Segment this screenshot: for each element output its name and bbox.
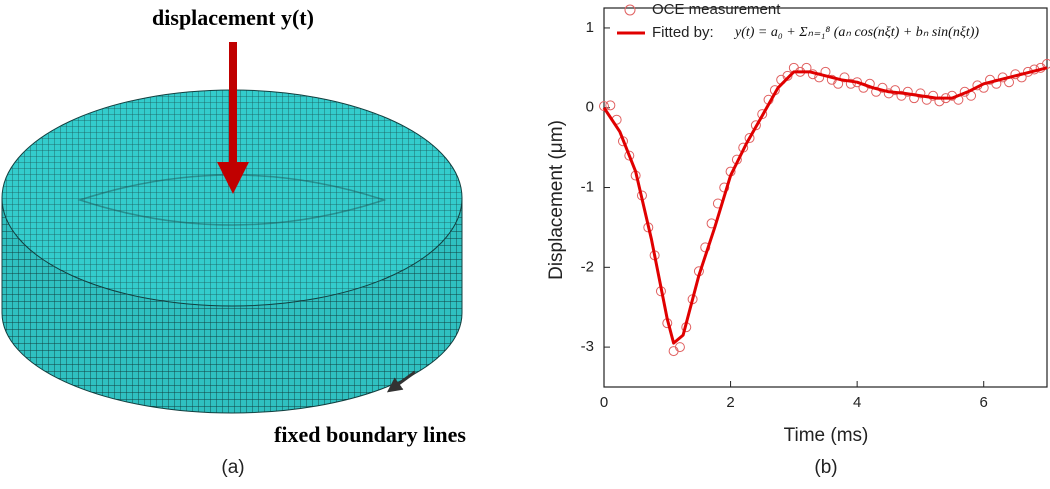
boundary-arrow: [386, 370, 416, 393]
chart: Time (ms) Displacement (μm) (b): [546, 7, 1048, 478]
data-point: [890, 85, 901, 96]
data-point: [668, 346, 679, 357]
caption: (b): [814, 457, 837, 478]
legend-label: Fitted by:: [652, 24, 714, 41]
x-tick-label: 0: [600, 394, 608, 411]
plot-frame: [603, 7, 1048, 388]
legend-formula: y(t) = a₀ + Σₙ₌₁⁸ (aₙ cos(nξt) + bₙ sin(…: [733, 25, 979, 40]
legend-label: OCE measurement: [652, 1, 781, 18]
data-point: [624, 150, 635, 161]
data-point: [839, 72, 850, 83]
legend-marker: [624, 4, 636, 16]
data-point: [744, 133, 755, 144]
y-tick-label: -3: [581, 338, 594, 355]
x-tick-label: 6: [980, 394, 988, 411]
data-point: [605, 100, 616, 111]
y-tick-label: -2: [581, 258, 594, 275]
x-tick-label: 2: [726, 394, 734, 411]
y-tick-label: 0: [586, 99, 594, 116]
caption: (a): [221, 457, 244, 478]
y-axis-label: Displacement (μm): [546, 120, 567, 280]
y-tick-label: 1: [586, 19, 594, 36]
data-point: [674, 342, 685, 353]
x-axis-label: Time (ms): [784, 425, 869, 446]
load-label: displacement y(t): [152, 5, 314, 30]
data-point: [599, 101, 609, 112]
boundary-label: fixed boundary lines: [274, 422, 466, 447]
data-point: [915, 88, 926, 99]
y-tick-label: -1: [581, 178, 594, 195]
fit-line: [602, 66, 1048, 345]
data-point: [845, 78, 856, 89]
x-tick-label: 4: [853, 394, 861, 411]
